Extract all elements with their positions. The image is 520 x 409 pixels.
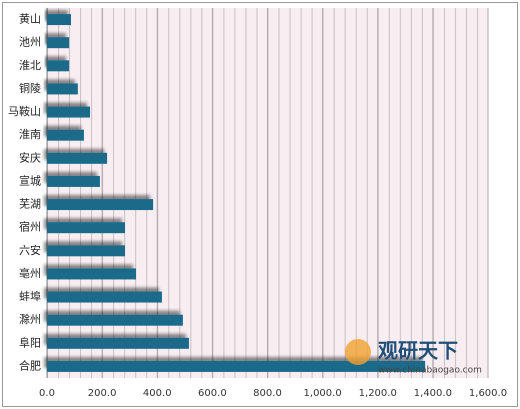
watermark-name: 观研天下 <box>378 339 458 363</box>
x-tick-label: 1,000.0 <box>304 388 342 399</box>
bar <box>47 360 426 372</box>
y-tick-label: 滁州 <box>19 312 41 326</box>
y-tick-label: 蚌埠 <box>19 289 41 303</box>
bar <box>47 37 70 49</box>
x-tick-label: 0.0 <box>39 388 55 399</box>
watermark: 观研天下 www.chinabaogao.com <box>345 339 482 376</box>
bar <box>47 222 126 234</box>
y-tick-label: 淮北 <box>19 59 41 72</box>
watermark-url: www.chinabaogao.com <box>378 366 482 376</box>
watermark-logo <box>345 339 371 365</box>
bar <box>47 314 183 326</box>
x-tick-label: 200.0 <box>88 388 117 399</box>
bar <box>47 245 126 257</box>
x-tick-label: 1,200.0 <box>359 388 397 399</box>
bar <box>47 14 71 26</box>
bar <box>47 291 162 303</box>
y-tick-label: 池州 <box>19 36 41 49</box>
bar <box>47 199 154 211</box>
y-tick-label: 黄山 <box>19 12 41 26</box>
x-tick-label: 400.0 <box>143 388 172 399</box>
x-tick-label: 1,600.0 <box>469 388 507 399</box>
bar <box>47 83 78 95</box>
bar <box>47 152 108 164</box>
y-tick-label: 宿州 <box>19 220 41 234</box>
bar <box>47 106 90 118</box>
x-tick-label: 800.0 <box>253 388 282 399</box>
y-tick-label: 淮南 <box>19 128 41 141</box>
y-tick-label: 宣城 <box>19 173 41 187</box>
y-tick-label: 铜陵 <box>19 81 41 95</box>
bar <box>47 129 84 141</box>
y-tick-label: 六安 <box>19 243 41 257</box>
y-tick-label: 安庆 <box>19 150 41 164</box>
bar <box>47 60 70 72</box>
x-tick-label: 1,400.0 <box>414 388 452 399</box>
y-tick-label: 亳州 <box>19 266 41 280</box>
bar <box>47 175 100 187</box>
y-tick-label: 马鞍山 <box>8 104 41 118</box>
bar <box>47 268 137 280</box>
y-tick-label: 阜阳 <box>19 336 41 349</box>
y-tick-label: 合肥 <box>19 358 41 372</box>
y-tick-label: 芜湖 <box>19 197 41 211</box>
x-tick-label: 600.0 <box>198 388 227 399</box>
bar <box>47 337 189 349</box>
